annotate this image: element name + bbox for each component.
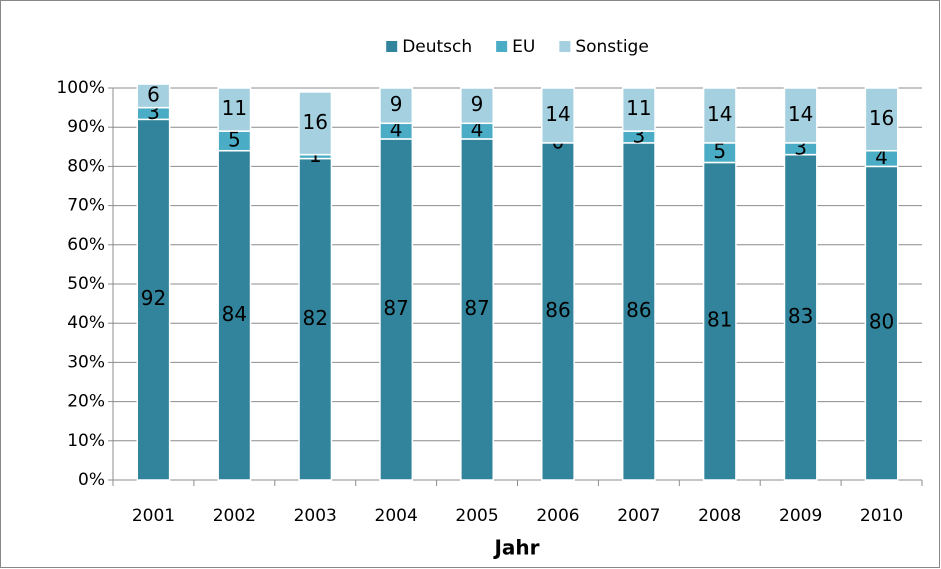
- data-label: 87: [464, 296, 489, 320]
- data-label: 14: [707, 102, 732, 126]
- legend-swatch: [559, 41, 571, 52]
- bar-segment: [783, 153, 818, 481]
- legend-label: EU: [512, 37, 535, 57]
- legend-swatch: [496, 41, 508, 52]
- bar-segment: [298, 157, 333, 481]
- legend-label: Sonstige: [575, 37, 648, 57]
- data-label: 16: [869, 106, 894, 130]
- bar-segment: [702, 161, 737, 481]
- data-label: 16: [303, 110, 328, 134]
- data-label: 82: [303, 306, 328, 330]
- bar-segment: [460, 138, 494, 481]
- x-tick-label: 2007: [617, 506, 660, 526]
- data-label: 14: [788, 102, 813, 126]
- data-label: 6: [147, 82, 160, 106]
- data-label: 9: [390, 92, 403, 116]
- bar-segment: [136, 118, 171, 481]
- bar-segment: [217, 149, 252, 481]
- y-tick-label: 30%: [67, 352, 105, 372]
- legend-swatch: [386, 41, 398, 52]
- x-tick-label: 2004: [375, 506, 418, 526]
- x-tick-label: 2009: [779, 506, 822, 526]
- x-tick-label: 2006: [536, 506, 579, 526]
- x-tick-label: 2003: [294, 506, 337, 526]
- x-axis-title: Jahr: [492, 536, 539, 560]
- x-tick-label: 2001: [132, 506, 175, 526]
- bar-segment: [298, 91, 333, 156]
- bar-segment: [621, 87, 656, 132]
- x-tick-label: 2008: [698, 506, 741, 526]
- x-tick-label: 2002: [213, 506, 256, 526]
- data-label: 80: [869, 310, 894, 334]
- data-label: 11: [626, 96, 651, 120]
- x-tick-label: 2010: [860, 506, 903, 526]
- y-tick-label: 60%: [67, 235, 105, 255]
- y-tick-label: 0%: [78, 470, 105, 490]
- data-label: 83: [788, 304, 813, 328]
- data-label: 86: [545, 298, 570, 322]
- data-label: 5: [228, 127, 241, 151]
- y-tick-label: 50%: [67, 274, 105, 294]
- bar-segment: [621, 142, 656, 481]
- bar-segment: [864, 165, 899, 481]
- bar-segment: [541, 142, 575, 481]
- data-label: 84: [222, 302, 247, 326]
- y-tick-label: 80%: [67, 156, 105, 176]
- bar-segment: [460, 87, 494, 125]
- data-label: 92: [141, 286, 166, 310]
- bar-segment: [541, 87, 575, 144]
- y-tick-label: 70%: [67, 196, 105, 216]
- bar-segment: [702, 87, 737, 144]
- bar-segment: [864, 87, 899, 152]
- legend-label: Deutsch: [402, 37, 472, 57]
- x-tick-label: 2005: [455, 506, 498, 526]
- y-tick-label: 10%: [67, 431, 105, 451]
- data-label: 11: [222, 96, 247, 120]
- bar-segment: [783, 87, 818, 144]
- bar-segment: [379, 87, 414, 125]
- y-tick-label: 90%: [67, 117, 105, 137]
- data-label: 14: [545, 102, 570, 126]
- bar-segment: [217, 87, 252, 132]
- data-label: 86: [626, 298, 651, 322]
- y-tick-label: 20%: [67, 392, 105, 412]
- bar-segment: [136, 83, 171, 109]
- y-tick-label: 40%: [67, 313, 105, 333]
- data-label: 87: [383, 296, 408, 320]
- y-tick-label: 100%: [56, 78, 105, 98]
- data-label: 9: [471, 92, 484, 116]
- data-label: 81: [707, 308, 732, 332]
- data-label: 5: [713, 139, 726, 163]
